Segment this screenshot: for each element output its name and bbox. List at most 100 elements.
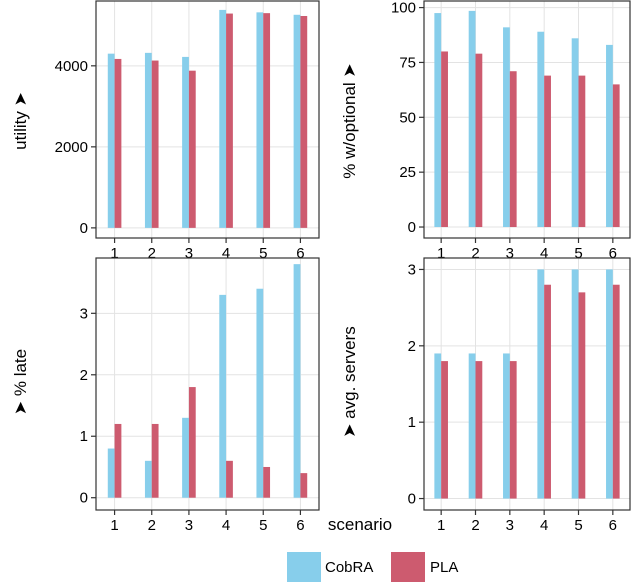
x-tick-label: 6	[609, 245, 617, 262]
x-tick-label: 3	[185, 517, 193, 534]
x-tick-label: 3	[506, 517, 514, 534]
x-tick-label: 1	[110, 245, 118, 262]
bar-pla-5	[578, 75, 586, 228]
bar-pla-6	[300, 473, 308, 498]
bar-cobra-6	[606, 44, 613, 228]
bar-cobra-2	[468, 353, 476, 499]
bar-pla-4	[544, 284, 551, 499]
bar-pla-2	[475, 361, 483, 499]
x-tick-label: 2	[148, 517, 156, 534]
bar-pla-4	[226, 460, 233, 498]
x-tick-label: 6	[296, 245, 304, 262]
bar-cobra-4	[537, 269, 545, 499]
chart-panel-4: 0 1 2 3 1 2 3 4 5 6 ➤ avg. servers	[340, 257, 631, 534]
y-tick-label: 2	[408, 338, 416, 355]
panel-frame	[95, 0, 320, 239]
x-tick-label: 5	[259, 245, 267, 262]
bar-cobra-5	[571, 38, 579, 228]
x-tick-label: 3	[506, 245, 514, 262]
bar-cobra-4	[219, 9, 227, 228]
bar-cobra-5	[256, 288, 264, 498]
y-tick-label: 50	[399, 109, 416, 126]
x-tick-label: 2	[471, 517, 479, 534]
bar-pla-6	[612, 84, 620, 228]
bar-cobra-6	[293, 264, 301, 498]
bar-pla-1	[441, 361, 448, 499]
bar-pla-5	[263, 466, 271, 498]
x-tick-label: 5	[259, 517, 267, 534]
bar-cobra-3	[182, 56, 189, 228]
y-tick-label: 0	[80, 490, 88, 507]
panel-frame	[95, 257, 320, 511]
y-tick-label: 3	[80, 305, 88, 322]
y-tick-label: 0	[408, 491, 416, 508]
x-tick-label: 5	[574, 517, 582, 534]
bar-pla-2	[151, 60, 159, 228]
y-tick-label: 0	[408, 219, 416, 236]
bar-cobra-6	[606, 269, 613, 499]
bar-pla-5	[263, 13, 271, 228]
legend-label-pla: PLA	[430, 559, 458, 576]
bar-pla-3	[509, 71, 517, 228]
bar-cobra-2	[144, 52, 152, 228]
bar-pla-1	[114, 423, 122, 498]
bar-cobra-3	[503, 353, 510, 499]
y-tick-label: 1	[80, 428, 88, 445]
bar-pla-2	[475, 53, 483, 228]
x-tick-label: 6	[296, 517, 304, 534]
x-tick-label: 4	[222, 517, 230, 534]
legend-swatch-pla	[391, 552, 425, 582]
y-tick-label: 3	[408, 261, 416, 278]
bar-pla-4	[226, 13, 233, 228]
bar-cobra-4	[219, 294, 227, 498]
panel-background	[96, 258, 319, 510]
y-tick-label: 2	[80, 367, 88, 384]
bar-cobra-3	[503, 27, 510, 228]
x-axis-title: scenario	[328, 515, 392, 534]
bar-cobra-2	[468, 10, 476, 228]
bar-pla-3	[188, 387, 196, 498]
y-tick-label: 0	[80, 220, 88, 237]
y-tick-label: 75	[399, 54, 416, 71]
y-tick-label: 25	[399, 164, 416, 181]
bar-cobra-4	[537, 31, 545, 228]
bar-cobra-1	[107, 448, 115, 498]
x-tick-label: 1	[437, 517, 445, 534]
x-tick-label: 6	[609, 517, 617, 534]
panel-background	[96, 1, 319, 238]
bar-cobra-1	[434, 13, 442, 228]
bar-cobra-1	[434, 353, 442, 499]
legend-swatch-cobra	[287, 552, 321, 582]
panel-frame	[423, 257, 631, 511]
bar-cobra-5	[256, 12, 264, 228]
y-tick-label: 100	[391, 0, 416, 17]
bar-pla-1	[114, 58, 122, 228]
bar-pla-4	[544, 75, 551, 228]
bar-cobra-1	[107, 53, 115, 228]
x-tick-label: 5	[574, 245, 582, 262]
bar-pla-1	[441, 51, 448, 228]
chart-panel-3: 0 1 2 3 1 2 3 4 5 6 ➤ % late scenario	[11, 257, 392, 534]
bar-pla-2	[151, 423, 159, 498]
bar-cobra-3	[182, 417, 189, 498]
bar-pla-3	[509, 361, 517, 499]
legend: CobRA PLA	[287, 552, 458, 582]
legend-label-cobra: CobRA	[325, 559, 373, 576]
x-tick-label: 4	[540, 245, 548, 262]
bar-cobra-5	[571, 269, 579, 499]
x-tick-label: 1	[437, 245, 445, 262]
y-axis-label: % w/optional ➤	[340, 63, 359, 178]
chart-panel-2: 0 25 50 75 100 1 2 3 4 5 6 % w/optional ➤	[340, 0, 631, 262]
x-tick-label: 2	[148, 245, 156, 262]
y-axis-label: ➤ avg. servers	[340, 326, 359, 438]
panel-frame	[423, 0, 631, 239]
bar-pla-5	[578, 292, 586, 499]
bar-pla-3	[188, 70, 196, 228]
x-tick-label: 4	[540, 517, 548, 534]
bar-pla-6	[300, 15, 308, 228]
panel-background	[424, 1, 630, 238]
x-tick-label: 1	[110, 517, 118, 534]
panel-background	[424, 258, 630, 510]
